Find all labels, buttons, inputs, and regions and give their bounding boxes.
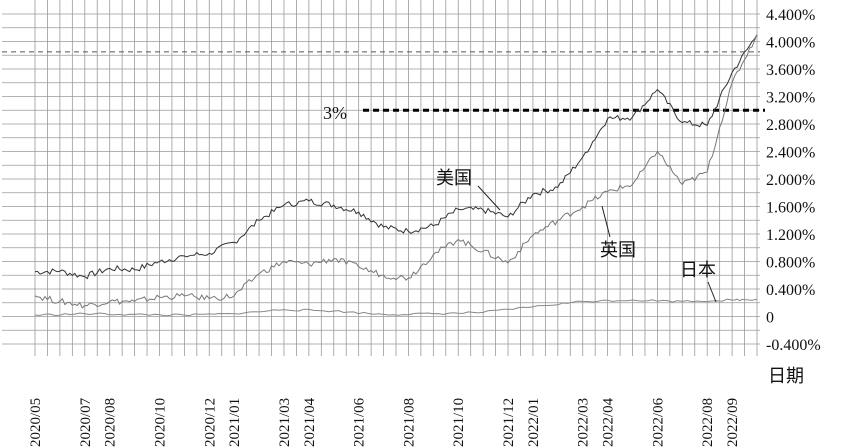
label-uk: 英国 [600,240,636,261]
y-tick-label: 4.400% [766,7,815,24]
label-us: 美国 [436,168,472,189]
pointer-uk [601,205,611,238]
series [34,34,758,317]
y-tick-label: 0.400% [766,282,815,299]
y-tick-label: 3.600% [766,62,815,79]
y-tick-label: 2.800% [766,117,815,134]
y-tick-label: 2.400% [766,145,815,162]
x-tick-label: 2020/05 [28,398,44,447]
y-tick-label: 3.200% [766,90,815,107]
reference-lines [2,51,765,112]
x-tick-label: 2022/01 [526,398,542,447]
pointer-us [477,185,501,211]
annotations: 美国 英国 日本 3% 日期 [323,103,804,387]
x-tick-label: 2021/06 [352,397,368,447]
x-tick-label: 2021/08 [401,398,417,447]
y-tick-label: 1.200% [766,227,815,244]
y-axis-ticks: 4.400% 4.000% 3.600% 3.200% 2.800% 2.400% 2.00… [766,7,821,354]
y-tick-label: 4.000% [766,35,815,52]
y-tick-label: 0.800% [766,255,815,272]
x-tick-label: 2020/08 [103,398,119,447]
series-line-1 [34,34,758,280]
x-tick-label: 2021/10 [451,398,467,447]
y-tick-label: -0.400% [766,337,821,354]
x-tick-label: 2020/10 [153,398,169,447]
series-line-2 [34,34,758,309]
x-tick-label: 2022/09 [725,398,741,447]
pointer-jp [707,281,717,303]
x-tick-label: 2020/12 [202,398,218,447]
grid [2,0,760,356]
x-tick-label: 2022/03 [576,398,592,447]
series-line-3 [34,298,758,317]
y-tick-label: 0 [766,310,774,327]
x-tick-label: 2021/12 [501,398,517,447]
label-3pct: 3% [323,103,347,123]
x-axis-ticks: 2020/05 2020/07 2020/08 2020/10 2020/12 2021/… [28,397,741,447]
y-tick-label: 2.000% [766,172,815,189]
x-tick-label: 2021/01 [227,398,243,447]
x-tick-label: 2021/04 [302,397,318,447]
x-tick-label: 2021/03 [277,398,293,447]
x-tick-label: 2022/08 [700,398,716,447]
label-jp: 日本 [680,260,716,281]
x-tick-label: 2022/06 [650,397,666,447]
y-tick-label: 1.600% [766,200,815,217]
x-tick-label: 2020/07 [78,397,94,447]
x-axis-title: 日期 [768,366,804,387]
x-tick-label: 2022/04 [601,397,617,447]
